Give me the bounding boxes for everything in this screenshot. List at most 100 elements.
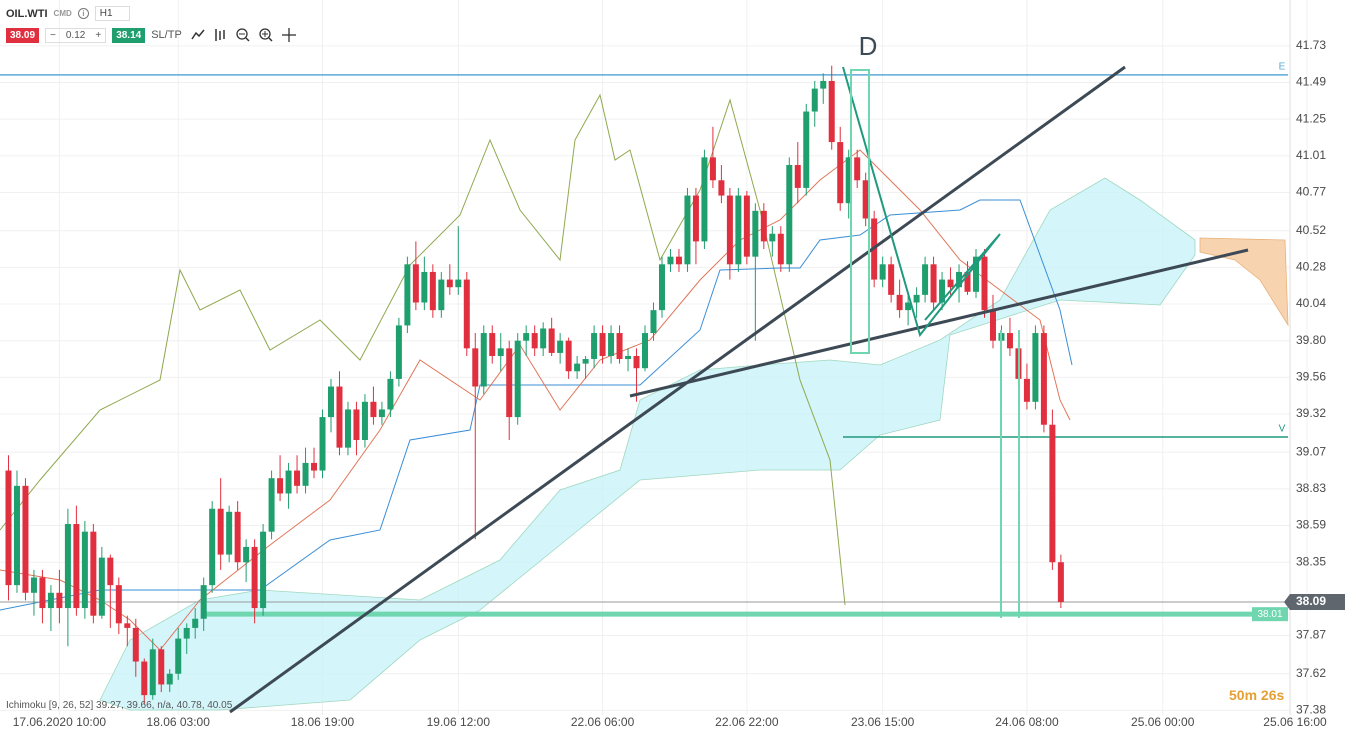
info-icon[interactable]: i <box>77 8 89 19</box>
candle-body <box>311 462 318 471</box>
candle-body <box>1040 333 1047 425</box>
candle-body <box>344 409 351 448</box>
level-name: V <box>1279 424 1286 435</box>
symbol-bar: OIL.WTI CMD i H1 <box>6 6 130 21</box>
pattern-line <box>842 66 1001 338</box>
candle-body <box>90 531 97 616</box>
level-label: 38.01 <box>1257 609 1282 620</box>
candle-body <box>107 557 114 586</box>
candle-body <box>497 348 504 356</box>
candle-body <box>523 333 530 341</box>
candle-body <box>387 378 394 410</box>
candle-body <box>837 142 844 204</box>
axes: 37.38 37.62 37.87 38.35 38.59 38.83 39.07 39.32… <box>13 38 1345 729</box>
sell-button[interactable]: 38.09 <box>6 27 40 43</box>
candle-body <box>684 195 691 265</box>
tenkan-sen <box>0 149 1071 651</box>
candle-body <box>608 333 615 356</box>
candle-body <box>234 511 241 563</box>
candle-body <box>743 195 750 257</box>
candle-body <box>217 508 224 555</box>
x-tick-label: 23.06 15:00 <box>851 715 915 729</box>
candle-body <box>922 264 929 295</box>
candle-body <box>226 511 233 555</box>
candle-body <box>1023 378 1030 402</box>
y-tick-label: 38.83 <box>1296 481 1326 495</box>
y-tick-label: 38.59 <box>1296 518 1326 532</box>
candle-body <box>794 165 801 188</box>
candle-body <box>658 264 665 311</box>
candle-body <box>591 333 598 360</box>
candle-body <box>1006 333 1013 349</box>
y-tick-label: 40.52 <box>1296 223 1326 237</box>
candle-body <box>973 256 980 292</box>
x-tick-label: 18.06 19:00 <box>291 715 355 729</box>
toolbar-icons[interactable] <box>188 27 298 43</box>
lot-value: 0.12 <box>65 29 86 41</box>
candle-body <box>378 409 385 418</box>
candle-body <box>574 363 581 372</box>
x-tick-label: 22.06 06:00 <box>571 715 635 729</box>
candle-body <box>192 618 199 628</box>
candle-body <box>896 294 903 311</box>
y-tick-label: 39.32 <box>1296 406 1326 420</box>
candle-body <box>243 546 250 563</box>
candle-body <box>472 348 479 387</box>
candle-body <box>667 256 674 265</box>
candle-body <box>64 524 71 609</box>
candle-body <box>557 340 564 353</box>
candle-body <box>854 157 861 181</box>
y-tick-label: 38.35 <box>1296 554 1326 568</box>
candle-body <box>73 524 80 609</box>
candle-body <box>39 577 46 609</box>
kijun-sen <box>0 199 1073 611</box>
candle-body <box>489 333 496 356</box>
range-box <box>850 69 870 354</box>
candle-body <box>209 508 216 586</box>
candle-body <box>939 279 946 303</box>
candle-body <box>141 661 148 696</box>
last-price-label: 38.09 <box>1296 594 1326 608</box>
sltp-button[interactable]: SL/TP <box>151 29 182 41</box>
x-tick-label: 18.06 03:00 <box>147 715 211 729</box>
x-tick-label: 24.06 08:00 <box>995 715 1059 729</box>
candle-body <box>132 627 139 662</box>
candle-body <box>820 80 827 89</box>
candle-body <box>336 386 343 448</box>
last-price-box <box>1284 593 1345 610</box>
candle-body <box>412 264 419 303</box>
x-tick-label: 22.06 22:00 <box>715 715 779 729</box>
trade-bar: 38.09 −0.12 + 38.14 SL/TP <box>6 27 298 43</box>
candle-body <box>514 340 521 418</box>
candle-body <box>200 585 207 619</box>
candle-body <box>353 409 360 440</box>
minus[interactable]: − <box>50 29 56 41</box>
candle-body <box>540 328 547 349</box>
candle-body <box>599 333 606 356</box>
candle-body <box>633 355 640 369</box>
candle-body <box>760 210 767 242</box>
candle-body <box>701 157 708 242</box>
candle-body <box>183 627 190 639</box>
candle-body <box>98 557 105 616</box>
x-tick-label: 19.06 12:00 <box>427 715 491 729</box>
lot-input[interactable]: −0.12 + <box>45 27 107 43</box>
trend-line <box>629 248 1249 398</box>
candle-body <box>158 649 165 685</box>
candle-body <box>370 401 377 418</box>
timeframe-select[interactable]: H1 <box>94 6 130 21</box>
candle-body <box>175 638 182 674</box>
candle-body <box>319 417 326 471</box>
candle-body <box>294 470 301 486</box>
candle-body <box>811 88 818 112</box>
x-tick-label: 25.06 00:00 <box>1131 715 1195 729</box>
level-name: E <box>1279 62 1286 73</box>
candle-body <box>455 279 462 288</box>
candle-body <box>777 233 784 265</box>
candle-body <box>845 157 852 204</box>
plus[interactable]: + <box>95 29 102 41</box>
buy-button[interactable]: 38.14 <box>112 27 146 43</box>
indicator-legend: Ichimoku [9, 26, 52] 39.27, 39.66, n/a, … <box>6 700 233 711</box>
candle-body <box>989 310 996 341</box>
candle-body <box>166 673 173 685</box>
